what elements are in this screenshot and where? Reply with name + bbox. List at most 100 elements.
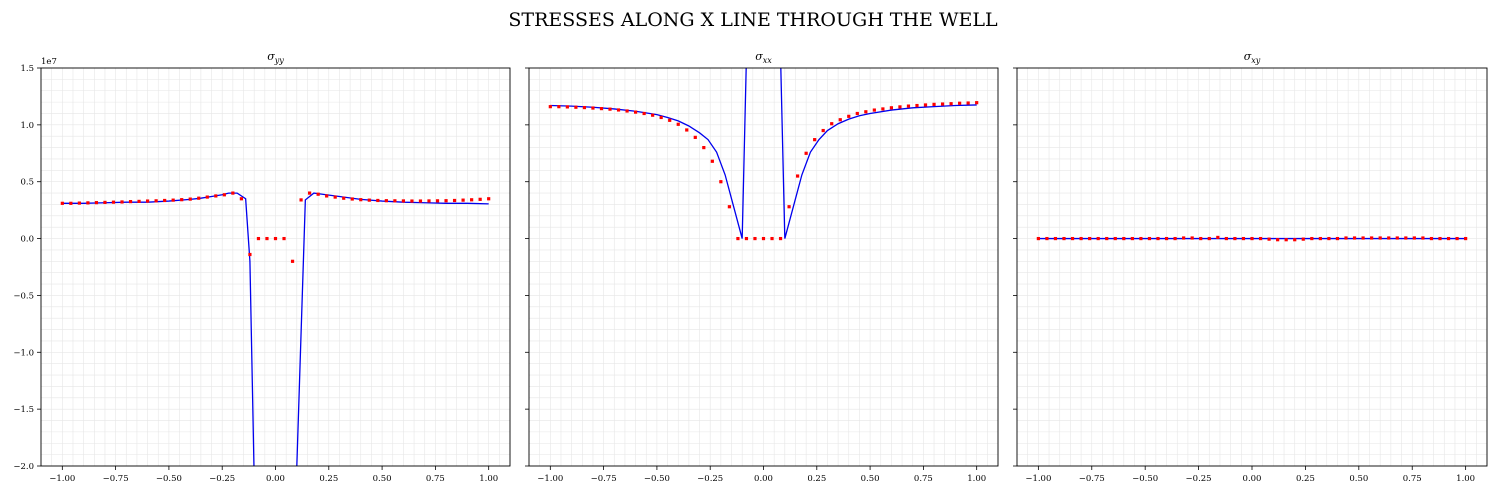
data-point xyxy=(906,104,911,108)
data-point xyxy=(461,198,465,202)
data-point xyxy=(1139,236,1143,241)
x-tick-label: 1.00 xyxy=(967,474,986,484)
data-point xyxy=(727,205,731,209)
y-tick-label: −2.0 xyxy=(13,462,34,472)
x-tick-label: 0.50 xyxy=(861,474,880,484)
series-line xyxy=(550,68,977,239)
data-point xyxy=(1284,238,1288,242)
data-point xyxy=(1438,236,1442,241)
data-point xyxy=(651,113,655,117)
grid xyxy=(1017,68,1487,466)
data-point xyxy=(599,107,604,111)
data-point xyxy=(1301,237,1305,241)
data-point xyxy=(1267,237,1271,241)
data-point xyxy=(923,103,928,107)
x-tick-label: 0.75 xyxy=(426,474,445,484)
data-point xyxy=(290,259,295,263)
data-point xyxy=(69,201,73,205)
data-point xyxy=(1455,236,1459,241)
data-point xyxy=(1053,236,1058,241)
data-point xyxy=(1122,236,1126,241)
data-point xyxy=(367,198,371,202)
data-point xyxy=(1464,236,1468,241)
data-point xyxy=(1387,236,1391,240)
data-point xyxy=(154,199,158,203)
data-point xyxy=(1446,236,1451,241)
data-point xyxy=(248,252,252,257)
data-point xyxy=(137,199,141,203)
data-point xyxy=(1045,236,1049,241)
data-point xyxy=(197,196,201,200)
data-point xyxy=(1241,236,1246,241)
data-point xyxy=(1224,236,1228,241)
data-point xyxy=(1147,236,1152,241)
data-point xyxy=(1429,236,1434,241)
data-point xyxy=(120,200,124,204)
data-point xyxy=(1378,236,1382,240)
data-point xyxy=(350,197,354,201)
data-point xyxy=(1361,236,1365,240)
data-point xyxy=(376,198,380,203)
x-tick-label: 0.00 xyxy=(1243,474,1262,484)
x-tick-label: 0.75 xyxy=(1403,474,1422,484)
grid xyxy=(41,68,510,466)
x-tick-label: 0.50 xyxy=(373,474,392,484)
data-point xyxy=(1258,236,1263,241)
y-tick-label: −0.5 xyxy=(13,291,34,301)
data-point xyxy=(1096,236,1100,241)
series-line xyxy=(62,192,489,466)
data-point xyxy=(1207,236,1211,241)
data-point xyxy=(855,111,859,116)
data-point xyxy=(804,151,808,155)
y-tick-label: −1.5 xyxy=(13,405,34,415)
x-tick-label: −0.25 xyxy=(697,474,723,484)
data-point xyxy=(642,111,646,116)
panel-title: σyy xyxy=(267,50,284,65)
data-point xyxy=(958,101,962,105)
data-point xyxy=(591,106,595,110)
data-point xyxy=(60,201,64,205)
panel-title: σxx xyxy=(755,50,772,65)
x-tick-label: −0.75 xyxy=(1079,474,1105,484)
data-point xyxy=(487,197,491,201)
data-point xyxy=(359,198,363,202)
data-point xyxy=(342,196,346,200)
panel-title-symbol: σ xyxy=(1244,50,1252,63)
panel-2: −1.00 −0.75 −0.50 −0.25 0.00 0.25 0.50 0.75 1.00… xyxy=(525,50,999,484)
data-point xyxy=(1088,236,1092,241)
data-point xyxy=(608,107,612,111)
data-point xyxy=(103,200,107,205)
data-point xyxy=(180,198,184,202)
x-tick-label: −1.00 xyxy=(1025,474,1051,484)
x-tick-label: −0.25 xyxy=(209,474,235,484)
data-point xyxy=(188,197,192,201)
data-point xyxy=(299,198,303,202)
data-point xyxy=(830,122,834,126)
data-point xyxy=(1190,236,1194,240)
data-point xyxy=(393,199,397,203)
y-tick-label: 0.0 xyxy=(20,235,34,245)
data-point xyxy=(410,199,414,203)
x-tick-label: −0.50 xyxy=(1132,474,1158,484)
data-point xyxy=(265,236,269,241)
data-point xyxy=(333,195,337,199)
y-tick-label: −1.0 xyxy=(13,348,34,358)
data-point xyxy=(616,108,621,112)
data-point xyxy=(86,201,90,205)
data-point xyxy=(574,105,578,109)
data-point xyxy=(1173,236,1177,241)
data-point xyxy=(625,109,629,113)
data-point xyxy=(1344,236,1348,240)
data-point xyxy=(470,198,474,202)
plot-area xyxy=(1036,235,1468,242)
data-point xyxy=(1062,236,1066,241)
x-tick-label: 0.75 xyxy=(914,474,933,484)
data-point xyxy=(778,236,783,241)
data-point xyxy=(668,118,672,122)
data-point xyxy=(435,199,440,203)
data-point xyxy=(325,194,329,198)
data-point xyxy=(710,159,714,163)
panel-title: σxy xyxy=(1244,50,1261,65)
data-point xyxy=(1199,236,1203,241)
data-point xyxy=(1156,236,1160,241)
